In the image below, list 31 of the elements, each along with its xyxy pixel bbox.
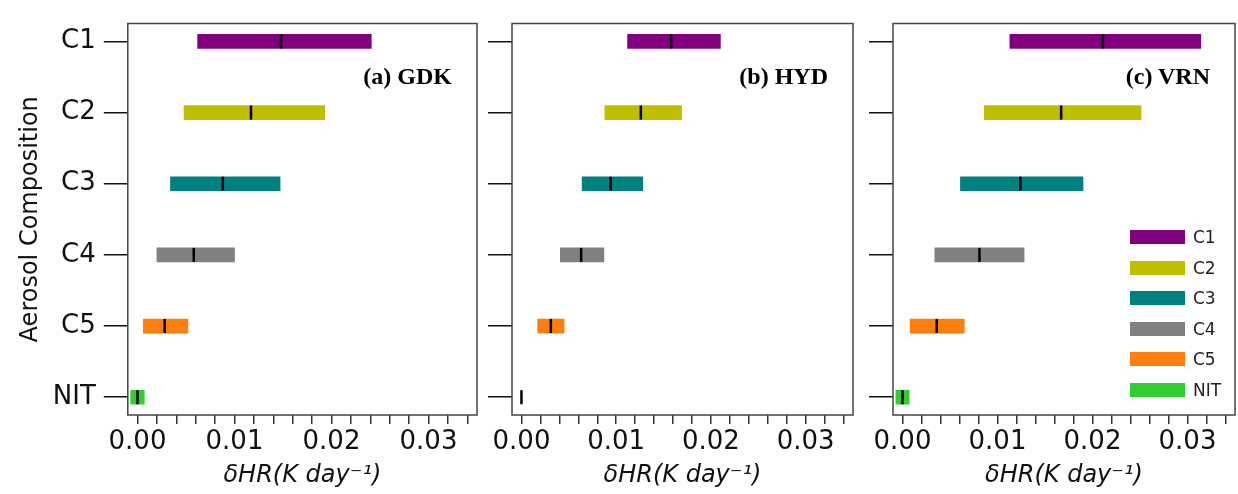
x-tick-label: 0.00 (873, 425, 932, 456)
legend-label: NIT (1193, 378, 1222, 402)
x-axis-title: δHR(K day⁻¹) (603, 459, 762, 488)
y-tick-label: C4 (61, 237, 96, 268)
legend-label: C3 (1193, 287, 1216, 310)
x-tick-label: 0.03 (776, 425, 835, 456)
y-tick-label: NIT (52, 379, 96, 410)
y-axis-title: Aerosol Composition (14, 96, 43, 343)
text: (c) VRN (1125, 62, 1211, 89)
legend-label: C4 (1193, 317, 1216, 341)
y-tick-label: C2 (61, 95, 96, 126)
y-tick-label: C1 (61, 24, 96, 55)
x-tick-label: 0.03 (399, 425, 458, 456)
x-tick-label: 0.01 (587, 425, 646, 456)
legend-label: C1 (1193, 226, 1216, 249)
x-axis-title: δHR(K day⁻¹) (985, 459, 1143, 488)
y-tick-label: C5 (61, 308, 96, 339)
text: (a) GDK (363, 62, 453, 89)
x-tick-label: 0.02 (302, 425, 361, 456)
x-tick-label: 0.01 (205, 425, 264, 456)
x-tick-label: 0.00 (108, 425, 167, 456)
x-tick-label: 0.02 (681, 425, 740, 456)
x-tick-label: 0.02 (1063, 425, 1122, 456)
text: (b) HYD (739, 62, 828, 89)
x-tick-label: 0.00 (492, 425, 551, 456)
legend-label: C2 (1193, 256, 1216, 280)
x-tick-label: 0.01 (968, 425, 1027, 456)
x-axis-title: δHR(K day⁻¹) (223, 459, 382, 488)
legend-label: C5 (1193, 348, 1216, 371)
x-tick-label: 0.03 (1158, 425, 1217, 456)
y-tick-label: C3 (61, 166, 96, 197)
